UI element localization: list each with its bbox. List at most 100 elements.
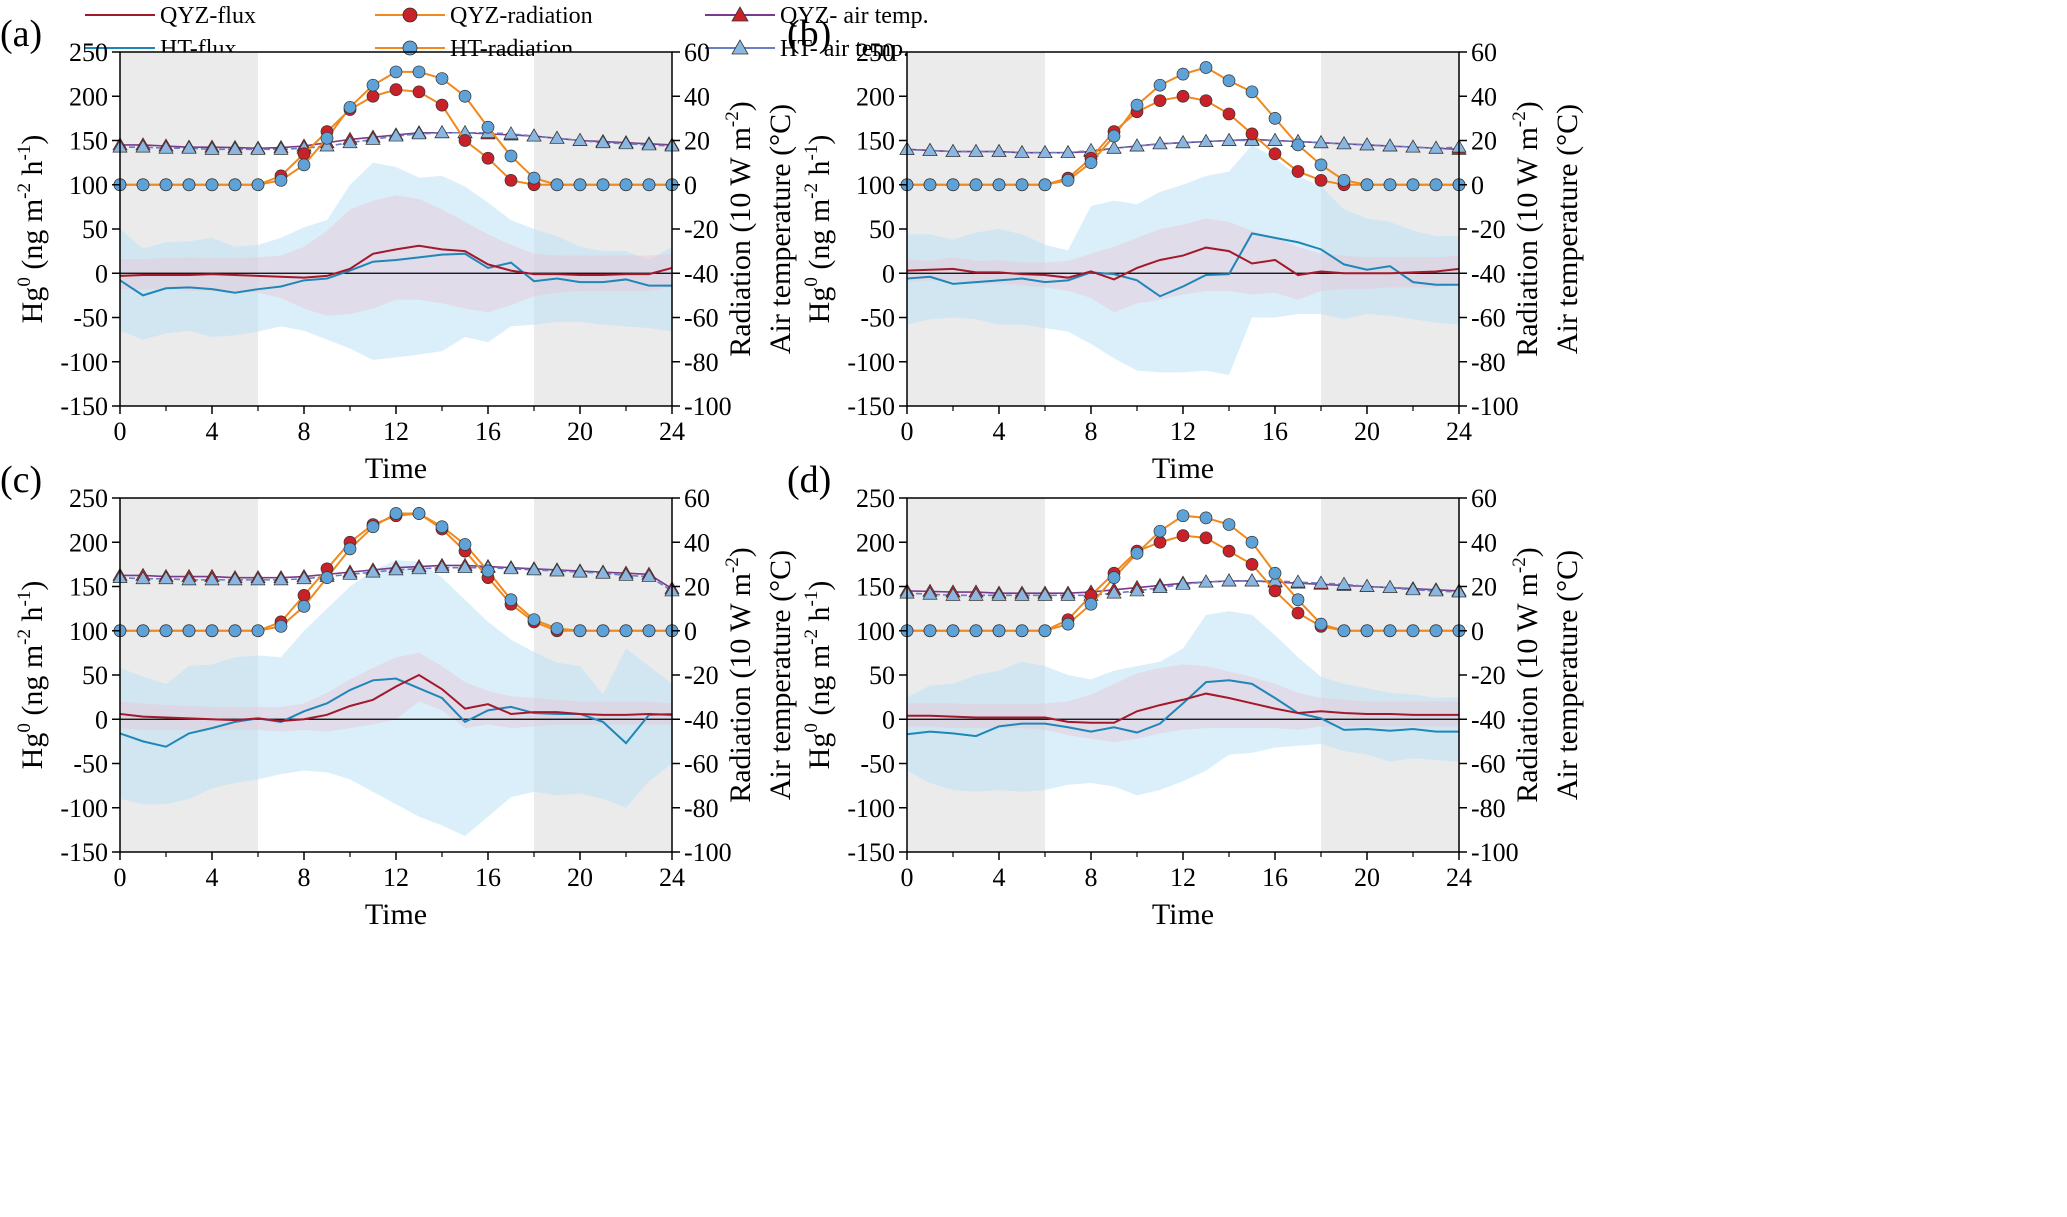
y-right-tick-label: 0: [684, 617, 697, 646]
y-left-tick-label: -100: [60, 348, 108, 377]
y-right-tick-label: -40: [1471, 705, 1506, 734]
night-shading-0: [120, 52, 258, 406]
y-left-tick-label: -150: [60, 838, 108, 867]
axis-title-part: -2: [722, 111, 743, 127]
axis-title-part: h: [803, 161, 836, 184]
ht-radiation-point: [1406, 624, 1420, 638]
axis-title-part: -1: [14, 145, 35, 161]
ht-radiation-point: [205, 624, 219, 638]
ht-air-temp-point: [526, 562, 542, 576]
legend-label: QYZ- air temp.: [780, 3, 929, 29]
ht-radiation-point: [1291, 593, 1305, 607]
y-right-tick-label: 60: [684, 484, 710, 513]
ht-air-temp-point: [434, 125, 450, 139]
ht-radiation-point: [619, 178, 633, 192]
legend-entry-0: QYZ-flux: [85, 3, 256, 29]
ht-air-temp-point: [968, 587, 984, 601]
x-axis-title: Time: [1152, 452, 1214, 485]
qyz-radiation-point: [435, 98, 449, 112]
ht-radiation-point: [1429, 624, 1443, 638]
axis-title-part: ): [724, 101, 757, 111]
ht-radiation-point: [412, 507, 426, 520]
axis-title-part: 0: [14, 277, 35, 287]
legend: QYZ-flux QYZ-radiation QYZ- air temp.HT-fl…: [85, 3, 929, 62]
ht-air-temp-point: [1290, 574, 1306, 588]
legend-marker-triangle: [731, 6, 749, 22]
ht-flux-line: [906, 232, 1459, 298]
x-tick-label: 20: [567, 863, 593, 892]
ht-air-temp-point: [1014, 144, 1030, 159]
axis-title-part: ): [16, 581, 49, 591]
axis-title-part: -2: [801, 183, 822, 199]
x-tick-label: 0: [114, 417, 127, 446]
y-left-tick-label: -50: [73, 304, 108, 333]
legend-marker-circle: [402, 7, 418, 23]
ht-radiation-point: [619, 624, 633, 638]
ht-air-temp-point: [503, 561, 519, 575]
ht-radiation-point: [343, 542, 357, 556]
ht-air-temp-point: [1359, 137, 1375, 151]
ht-flux-band: [120, 559, 672, 837]
y-left-tick-label: -50: [860, 304, 895, 333]
night-shading-1: [534, 52, 672, 406]
ht-radiation-point: [1383, 178, 1397, 192]
qyz-radiation-point: [458, 134, 472, 147]
ht-radiation-point: [1360, 178, 1374, 192]
ht-flux-band: [120, 162, 672, 360]
y-right-tick-label: -100: [1471, 392, 1519, 421]
y-left-tick-label: -100: [847, 348, 895, 377]
ht-radiation-point: [946, 178, 960, 192]
ht-radiation-point: [596, 178, 610, 192]
ht-air-temp-point: [549, 130, 565, 144]
ht-radiation-point: [573, 178, 587, 192]
ht-radiation-point: [923, 624, 937, 638]
qyz-radiation-point: [1199, 94, 1213, 108]
axis-title-part: ): [1511, 101, 1544, 111]
ht-radiation-point: [596, 624, 610, 638]
ht-radiation-point: [481, 564, 495, 578]
qyz-radiation-point: [1153, 94, 1167, 108]
y-right-tick-label: 20: [684, 127, 710, 156]
ht-air-temp-point: [227, 572, 243, 586]
ht-radiation-point: [251, 624, 265, 638]
ht-radiation-point: [969, 624, 983, 638]
ht-radiation-point: [527, 171, 541, 185]
ht-radiation-point: [550, 178, 564, 192]
x-tick-label: 12: [383, 863, 409, 892]
ht-air-temp-point: [1221, 132, 1237, 146]
ht-air-temp-point: [1175, 135, 1191, 149]
ht-radiation-point: [1107, 129, 1121, 143]
ht-radiation-point: [274, 173, 288, 187]
qyz-radiation-point: [1222, 107, 1236, 121]
x-tick-label: 8: [1085, 863, 1098, 892]
ht-radiation-point: [159, 624, 173, 638]
axis-title-part: (ng m: [16, 199, 49, 277]
x-tick-label: 12: [1170, 417, 1196, 446]
ht-radiation-point: [1130, 546, 1144, 560]
ht-air-temp-point: [991, 143, 1007, 157]
panel-c: 0 4 8 12 16 20 24-150-100-50050100150200250-10…: [0, 459, 797, 931]
ht-air-temp-point: [158, 140, 174, 154]
ht-radiation-point: [1015, 624, 1029, 638]
ht-air-temp-point: [1152, 579, 1168, 593]
ht-air-temp-point: [1336, 136, 1352, 150]
y-right-tick-label: 40: [1471, 528, 1497, 557]
y-left-tick-label: 50: [82, 215, 108, 244]
x-tick-label: 8: [298, 417, 311, 446]
y-left-tick-label: -50: [860, 750, 895, 779]
ht-air-temp-point: [204, 572, 220, 586]
qyz-radiation-point: [1153, 535, 1167, 549]
ht-air-temp-point: [365, 564, 381, 578]
axis-title-part: -1: [801, 591, 822, 607]
x-tick-label: 0: [114, 863, 127, 892]
legend-entry-4: HT-radiation: [375, 36, 573, 62]
panel-b: 0 4 8 12 16 20 24-150-100-50050100150200250-10…: [787, 13, 1584, 485]
ht-radiation-point: [1153, 524, 1167, 538]
ht-radiation-point: [182, 624, 196, 638]
ht-air-temp-point: [549, 563, 565, 577]
y-left-axis-title: Hg0 (ng m-2 h-1): [14, 581, 49, 770]
qyz-radiation-point: [1314, 173, 1328, 187]
ht-radiation-point: [1061, 173, 1075, 187]
ht-radiation-point: [1199, 511, 1213, 525]
ht-air-temp-point: [1428, 583, 1444, 597]
